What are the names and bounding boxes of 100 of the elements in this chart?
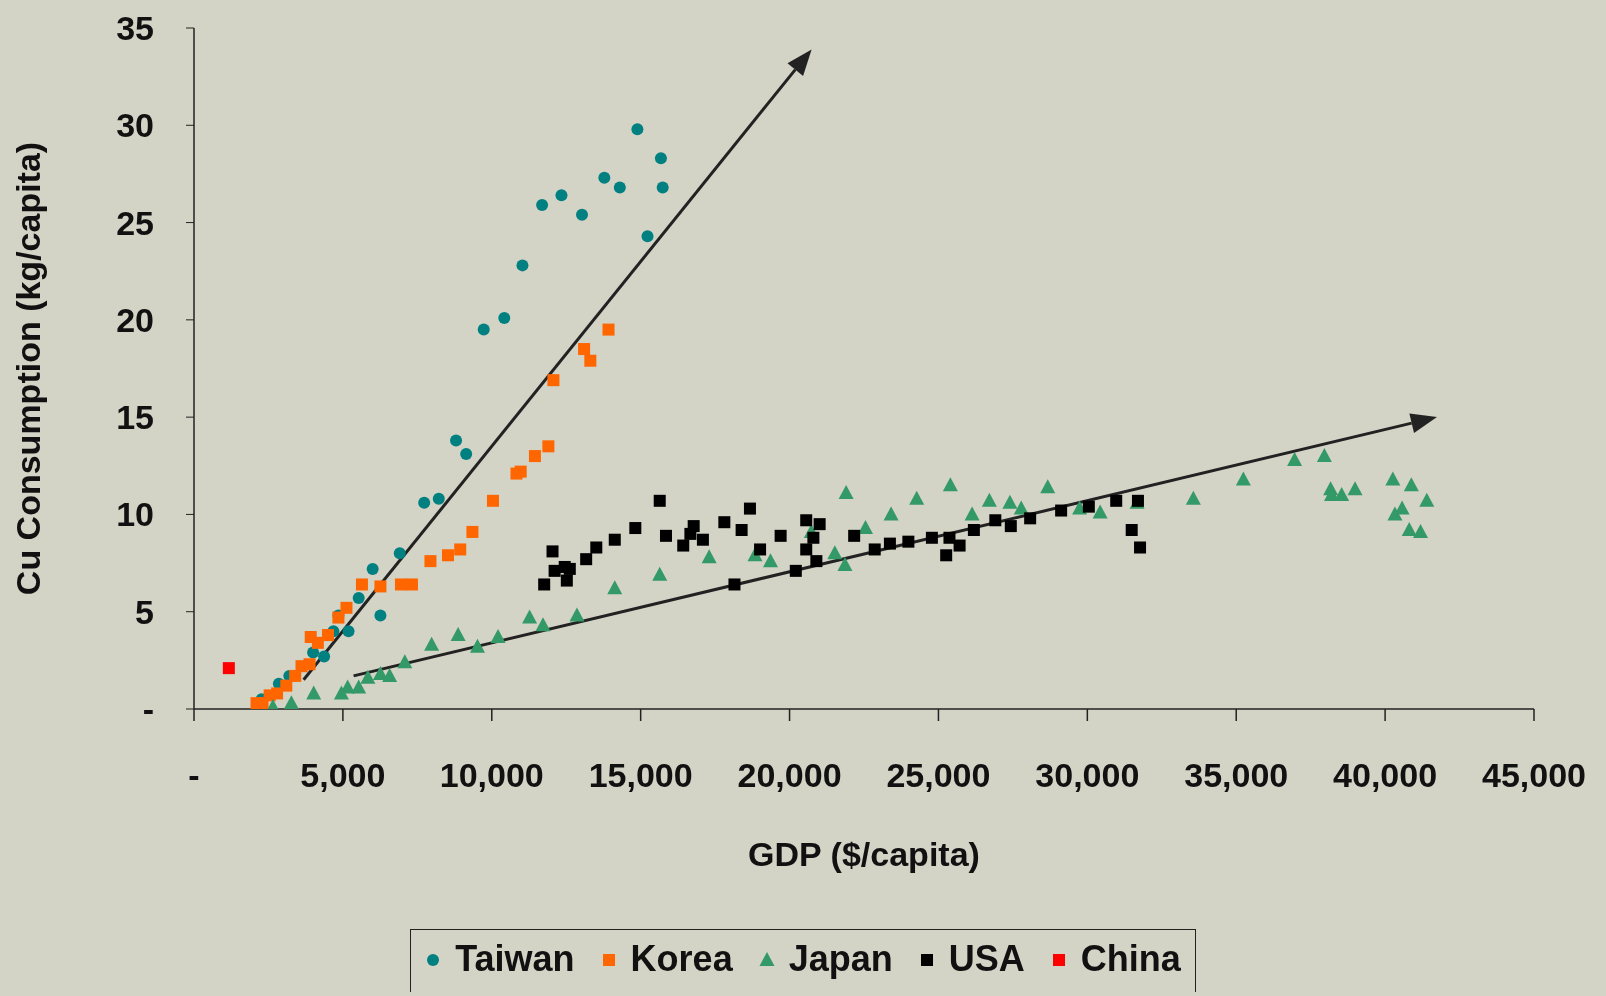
point bbox=[902, 535, 915, 548]
point bbox=[322, 629, 334, 642]
point bbox=[1092, 504, 1108, 519]
point bbox=[584, 354, 597, 367]
point bbox=[318, 650, 331, 663]
point bbox=[542, 440, 555, 453]
point bbox=[1413, 523, 1429, 538]
x-tick-label: 30,000 bbox=[1035, 756, 1140, 794]
point bbox=[569, 607, 585, 622]
point bbox=[1110, 494, 1123, 507]
point bbox=[351, 679, 367, 694]
point bbox=[283, 695, 299, 709]
point bbox=[222, 662, 235, 675]
point bbox=[397, 654, 413, 669]
point bbox=[800, 514, 813, 527]
y-tick-label: 20 bbox=[116, 300, 154, 339]
point bbox=[743, 502, 756, 515]
point bbox=[1235, 471, 1251, 486]
point bbox=[608, 533, 621, 546]
point bbox=[1040, 479, 1056, 494]
point bbox=[735, 523, 748, 536]
point bbox=[763, 553, 778, 568]
point bbox=[883, 506, 899, 521]
point bbox=[718, 516, 731, 529]
point bbox=[656, 181, 669, 194]
point bbox=[466, 525, 479, 538]
point bbox=[394, 578, 407, 591]
point bbox=[477, 323, 490, 336]
point bbox=[516, 259, 529, 272]
y-tick-label: 25 bbox=[116, 203, 154, 242]
point bbox=[538, 578, 551, 591]
point bbox=[306, 685, 322, 700]
point bbox=[522, 609, 538, 624]
point bbox=[340, 601, 353, 614]
point bbox=[1134, 541, 1147, 554]
point bbox=[981, 492, 997, 507]
point bbox=[1316, 448, 1332, 463]
point bbox=[654, 152, 667, 165]
legend-label: Japan bbox=[788, 938, 893, 980]
point bbox=[607, 580, 623, 595]
point bbox=[967, 523, 980, 536]
point bbox=[964, 506, 980, 521]
point bbox=[360, 669, 376, 684]
point bbox=[432, 492, 445, 505]
point bbox=[536, 199, 549, 212]
point bbox=[942, 477, 958, 492]
point bbox=[641, 230, 654, 243]
point bbox=[342, 625, 355, 638]
y-axis-title: Cu Consumption (kg/capita) bbox=[9, 141, 47, 596]
x-tick-label: 25,000 bbox=[886, 756, 991, 794]
point bbox=[382, 667, 398, 682]
legend-label: Korea bbox=[630, 938, 733, 980]
point bbox=[728, 578, 741, 591]
point bbox=[613, 181, 626, 194]
point bbox=[653, 494, 666, 507]
point bbox=[909, 490, 925, 505]
point bbox=[469, 638, 485, 653]
point bbox=[1287, 451, 1303, 466]
point bbox=[631, 123, 644, 136]
point bbox=[374, 580, 387, 593]
point bbox=[940, 549, 953, 562]
point bbox=[1419, 492, 1435, 507]
point bbox=[810, 555, 823, 568]
legend-label: China bbox=[1080, 938, 1181, 980]
point bbox=[883, 537, 896, 550]
point bbox=[578, 343, 591, 356]
point bbox=[800, 543, 813, 556]
point bbox=[827, 545, 843, 560]
point bbox=[754, 543, 767, 556]
point bbox=[989, 514, 1002, 527]
point bbox=[838, 485, 854, 500]
point bbox=[1334, 486, 1350, 501]
y-tick-label: - bbox=[142, 690, 154, 728]
point bbox=[576, 208, 588, 221]
point bbox=[486, 494, 499, 507]
point bbox=[774, 529, 787, 542]
point bbox=[953, 539, 966, 552]
point bbox=[1125, 523, 1138, 536]
point bbox=[280, 679, 293, 692]
point bbox=[1055, 504, 1068, 517]
point bbox=[701, 549, 717, 564]
point bbox=[590, 541, 603, 554]
point bbox=[450, 434, 463, 447]
point bbox=[355, 578, 368, 591]
point bbox=[813, 518, 826, 531]
point bbox=[514, 465, 527, 478]
point bbox=[807, 531, 820, 544]
x-tick-label: 15,000 bbox=[588, 756, 693, 794]
point bbox=[598, 171, 611, 184]
point bbox=[442, 549, 454, 562]
point bbox=[555, 189, 568, 202]
point bbox=[602, 323, 615, 336]
point bbox=[1401, 521, 1417, 536]
legend-label: USA bbox=[948, 938, 1025, 980]
point bbox=[868, 543, 881, 556]
point bbox=[1004, 520, 1017, 533]
y-tick-label: 15 bbox=[116, 398, 154, 437]
point bbox=[454, 543, 467, 556]
point bbox=[1385, 471, 1401, 486]
point bbox=[659, 529, 672, 542]
